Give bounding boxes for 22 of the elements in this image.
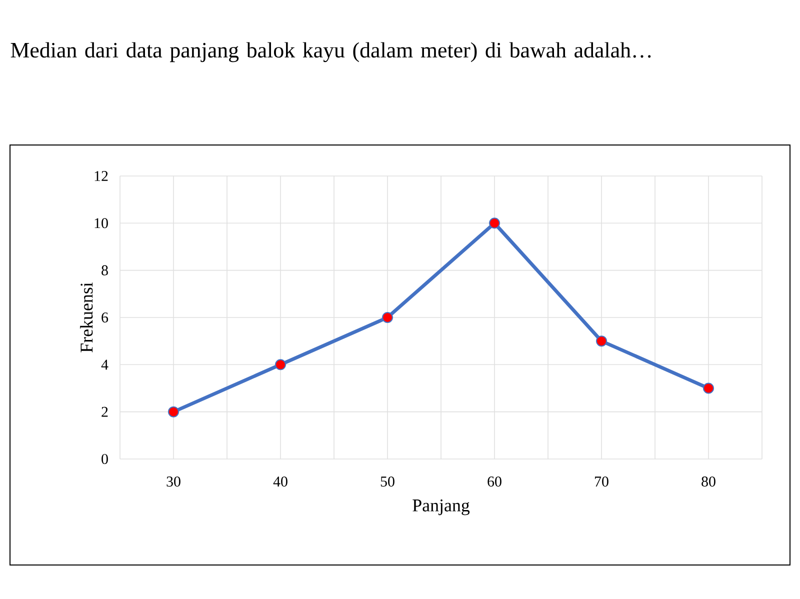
x-tick-label: 70 — [595, 476, 608, 487]
x-tick-label: 50 — [380, 476, 394, 487]
point — [596, 336, 608, 347]
point — [168, 406, 180, 418]
y-tick-label: 6 — [102, 312, 108, 322]
x-axis-title: Panjang — [412, 499, 470, 516]
y-tick-label: 10 — [94, 218, 108, 228]
y-tick-label: 8 — [102, 265, 108, 276]
y-tick-label: 2 — [102, 406, 108, 417]
x-tick-label: 60 — [488, 476, 502, 487]
y-tick-label: 0 — [102, 454, 108, 464]
chart-title: Median dari data panjang balok kayu (dalam meter) di bawah adalah… — [10, 42, 651, 62]
x-tick-label: 30 — [166, 476, 180, 487]
point — [382, 312, 394, 323]
y-tick-label: 12 — [94, 171, 108, 181]
x-tick-label: 40 — [273, 476, 288, 487]
point — [489, 218, 500, 229]
x-tick-label: 80 — [702, 476, 716, 487]
point — [703, 382, 714, 394]
point — [275, 359, 286, 370]
y-tick-label: 4 — [101, 360, 108, 370]
y-axis-title: Frekuensi — [80, 282, 93, 352]
